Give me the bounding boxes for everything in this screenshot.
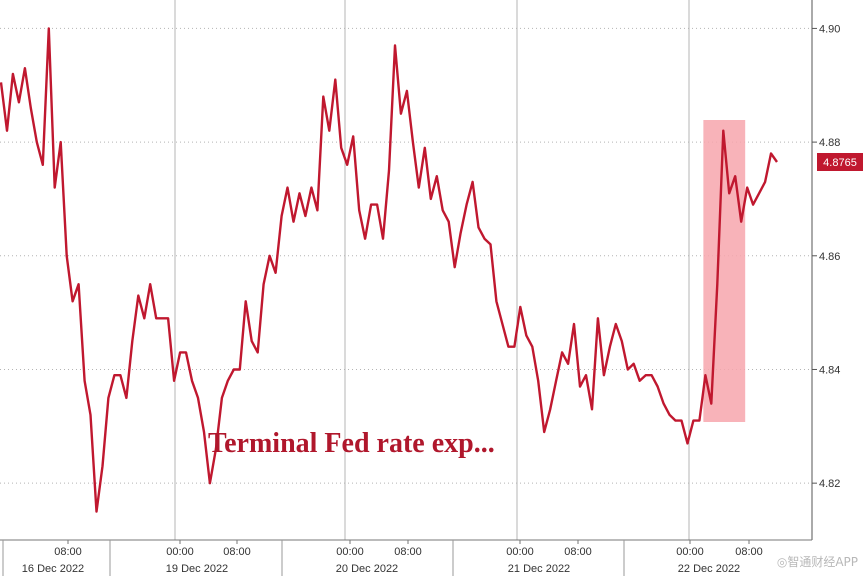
x-tick-label: 08:00 xyxy=(54,546,82,558)
x-tick-label: 08:00 xyxy=(394,546,422,558)
y-tick-label: 4.86 xyxy=(819,251,840,263)
x-tick-label: 00:00 xyxy=(506,546,534,558)
series-path xyxy=(0,27,778,513)
last-value-box xyxy=(817,153,863,171)
x-date-label: 19 Dec 2022 xyxy=(166,563,228,575)
x-tick-label: 08:00 xyxy=(223,546,251,558)
grid xyxy=(0,0,812,540)
y-tick-label: 4.82 xyxy=(819,478,840,490)
watermark: ◎智通财经APP xyxy=(777,554,858,569)
x-date-label: 20 Dec 2022 xyxy=(336,563,398,575)
y-tick-label: 4.90 xyxy=(819,23,840,35)
x-tick-label: 08:00 xyxy=(735,546,763,558)
x-date-label: 22 Dec 2022 xyxy=(678,563,740,575)
y-tick-label: 4.88 xyxy=(819,137,840,149)
x-tick-label: 08:00 xyxy=(564,546,592,558)
x-tick-label: 00:00 xyxy=(336,546,364,558)
chart-title: Terminal Fed rate exp... xyxy=(208,428,495,459)
x-date-label: 16 Dec 2022 xyxy=(22,563,84,575)
y-tick-label: 4.84 xyxy=(819,364,840,376)
last-value-label: 4.8765 xyxy=(823,157,857,169)
x-tick-label: 00:00 xyxy=(166,546,194,558)
x-date-label: 21 Dec 2022 xyxy=(508,563,570,575)
highlight-window xyxy=(703,120,746,422)
last-value-badge: 4.8765 xyxy=(817,153,863,171)
x-tick-label: 00:00 xyxy=(676,546,704,558)
series-line xyxy=(0,27,778,513)
highlight-rect xyxy=(703,120,746,422)
